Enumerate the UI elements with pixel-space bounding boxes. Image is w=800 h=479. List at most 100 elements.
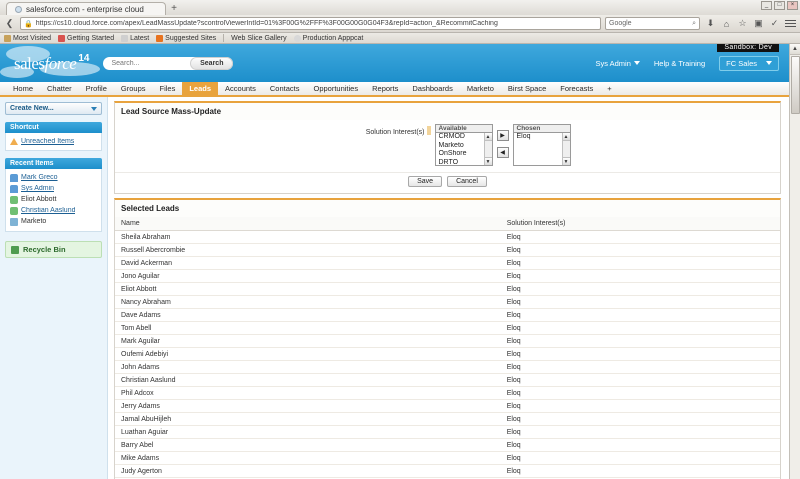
recycle-bin-link[interactable]: Recycle Bin: [5, 241, 102, 258]
bookmark-item[interactable]: Most Visited: [4, 34, 51, 42]
salesforce-logo[interactable]: salesforce 14: [14, 53, 89, 72]
scroll-up-icon[interactable]: ▲: [562, 133, 570, 141]
chosen-scrollbar[interactable]: ▲ ▼: [561, 133, 570, 165]
recent-item-label[interactable]: Christian Aaslund: [21, 207, 76, 214]
home-icon[interactable]: ⌂: [723, 18, 730, 29]
browser-tab[interactable]: salesforce.com - enterprise cloud: [6, 2, 166, 15]
tab-files[interactable]: Files: [159, 83, 176, 93]
bookmark-item[interactable]: Getting Started: [58, 34, 114, 42]
tab-opportunities[interactable]: Opportunities: [313, 83, 359, 93]
search-button[interactable]: Search: [190, 56, 234, 70]
page-scrollbar[interactable]: ▲: [789, 44, 800, 479]
table-row[interactable]: Russell Abercrombie Eloq: [115, 243, 780, 257]
tab-chatter[interactable]: Chatter: [47, 83, 72, 93]
column-header-interest[interactable]: Solution Interest(s): [500, 217, 780, 231]
available-option[interactable]: CRMOD: [438, 133, 465, 140]
user-menu[interactable]: Sys Admin: [595, 59, 640, 68]
table-row[interactable]: Tom Abell Eloq: [115, 321, 780, 335]
bookmark-item[interactable]: Latest: [121, 34, 149, 42]
close-button[interactable]: ×: [787, 1, 798, 10]
reader-icon[interactable]: ▣: [754, 18, 763, 28]
table-row[interactable]: Eliot Abbott Eloq: [115, 282, 780, 296]
table-row[interactable]: David Ackerman Eloq: [115, 256, 780, 270]
tab-home[interactable]: Home: [13, 83, 34, 93]
recent-item[interactable]: Mark Greco: [10, 172, 97, 183]
table-row[interactable]: Mark Aguilar Eloq: [115, 334, 780, 348]
table-row[interactable]: Phil Adcox Eloq: [115, 386, 780, 400]
table-row[interactable]: Jerry Adams Eloq: [115, 399, 780, 413]
back-icon[interactable]: ❮: [5, 18, 14, 28]
save-button[interactable]: Save: [408, 176, 443, 187]
table-row[interactable]: Oufemi Adebiyi Eloq: [115, 347, 780, 361]
scrollbar-thumb[interactable]: [790, 56, 800, 114]
tab-dashboards[interactable]: Dashboards: [412, 83, 453, 93]
scroll-up-icon[interactable]: ▲: [484, 133, 492, 141]
table-row[interactable]: Jono Aguilar Eloq: [115, 269, 780, 283]
app-selector[interactable]: FC Sales: [719, 55, 779, 71]
star-icon[interactable]: ☆: [738, 18, 747, 28]
chosen-header: Chosen: [512, 124, 571, 132]
table-row[interactable]: Judy Agerton Eloq: [115, 464, 780, 478]
tab-leads[interactable]: Leads: [182, 81, 219, 95]
download-icon[interactable]: ⬇: [706, 18, 715, 28]
minimize-button[interactable]: _: [761, 1, 772, 10]
bookmark-item[interactable]: Production Apppcat: [293, 34, 363, 42]
browser-search-input[interactable]: Google ⌕: [605, 17, 700, 30]
remove-button[interactable]: ◀: [496, 147, 509, 158]
global-search[interactable]: Search: [103, 56, 234, 70]
tab-contacts[interactable]: Contacts: [269, 83, 300, 93]
tab-marketo[interactable]: Marketo: [466, 83, 494, 93]
available-option[interactable]: DRTO: [438, 158, 459, 166]
table-row[interactable]: Sheila Abraham Eloq: [115, 230, 780, 244]
tab-profile[interactable]: Profile: [85, 83, 107, 93]
add-button[interactable]: ▶: [496, 130, 509, 141]
cell-name: Jono Aguilar: [115, 269, 501, 283]
search-input[interactable]: [109, 58, 182, 68]
pocket-icon[interactable]: ✓: [770, 18, 779, 28]
table-row[interactable]: Nancy Abraham Eloq: [115, 295, 780, 309]
recent-item-label[interactable]: Sys Admin: [21, 185, 55, 192]
column-header-name[interactable]: Name: [115, 217, 501, 231]
sidebar-item-unreached[interactable]: Unreached Items: [10, 136, 97, 146]
available-scrollbar[interactable]: ▲ ▼: [483, 133, 492, 165]
new-tab-button[interactable]: +: [171, 3, 177, 14]
recent-item-label[interactable]: Mark Greco: [21, 174, 58, 181]
scroll-up-icon[interactable]: ▲: [789, 44, 800, 55]
cell-name: Nancy Abraham: [115, 295, 501, 309]
chosen-listbox[interactable]: Eloq ▲ ▼: [512, 132, 571, 166]
recent-items-block: Recent Items Mark Greco Sys Admin: [5, 158, 102, 232]
table-row[interactable]: Luathan Aguiar Eloq: [115, 425, 780, 439]
cancel-button[interactable]: Cancel: [447, 176, 487, 187]
scroll-down-icon[interactable]: ▼: [484, 157, 492, 165]
scroll-down-icon[interactable]: ▼: [562, 157, 570, 165]
tab-groups[interactable]: Groups: [120, 83, 146, 93]
table-row[interactable]: Jamal AbuHijleh Eloq: [115, 412, 780, 426]
tab-accounts[interactable]: Accounts: [225, 83, 256, 93]
available-listbox[interactable]: CRMOD Marketo OnShore DRTO ▲ ▼: [434, 132, 493, 166]
help-training-link[interactable]: Help & Training: [653, 58, 706, 68]
bookmark-item[interactable]: Suggested Sites: [156, 34, 216, 42]
table-row[interactable]: Barry Abel Eloq: [115, 438, 780, 452]
table-row[interactable]: John Adams Eloq: [115, 360, 780, 374]
address-bar[interactable]: 🔒 https://cs10.cloud.force.com/apex/Lead…: [20, 17, 601, 30]
table-row[interactable]: Christian Aaslund Eloq: [115, 373, 780, 387]
recent-item[interactable]: Marketo: [10, 216, 97, 227]
maximize-button[interactable]: □: [774, 1, 785, 10]
tab-birst-space[interactable]: Birst Space: [507, 83, 547, 93]
tab-add[interactable]: +: [607, 83, 612, 93]
recent-item[interactable]: Sys Admin: [10, 183, 97, 194]
tab-forecasts[interactable]: Forecasts: [560, 83, 594, 93]
available-option[interactable]: Marketo: [438, 141, 464, 149]
sidebar-item-label[interactable]: Unreached Items: [21, 137, 75, 145]
create-new-dropdown[interactable]: Create New...: [5, 102, 102, 115]
tab-reports[interactable]: Reports: [372, 83, 399, 93]
recent-item[interactable]: Eliot Abbott: [10, 194, 97, 205]
bookmark-item[interactable]: Web Slice Gallery: [231, 35, 287, 42]
table-row[interactable]: Dave Adams Eloq: [115, 308, 780, 322]
recent-item[interactable]: Christian Aaslund: [10, 205, 97, 216]
available-option[interactable]: OnShore: [438, 150, 467, 157]
chosen-option[interactable]: Eloq: [516, 133, 531, 140]
table-row[interactable]: Mike Adams Eloq: [115, 451, 780, 465]
menu-icon[interactable]: [784, 17, 797, 30]
